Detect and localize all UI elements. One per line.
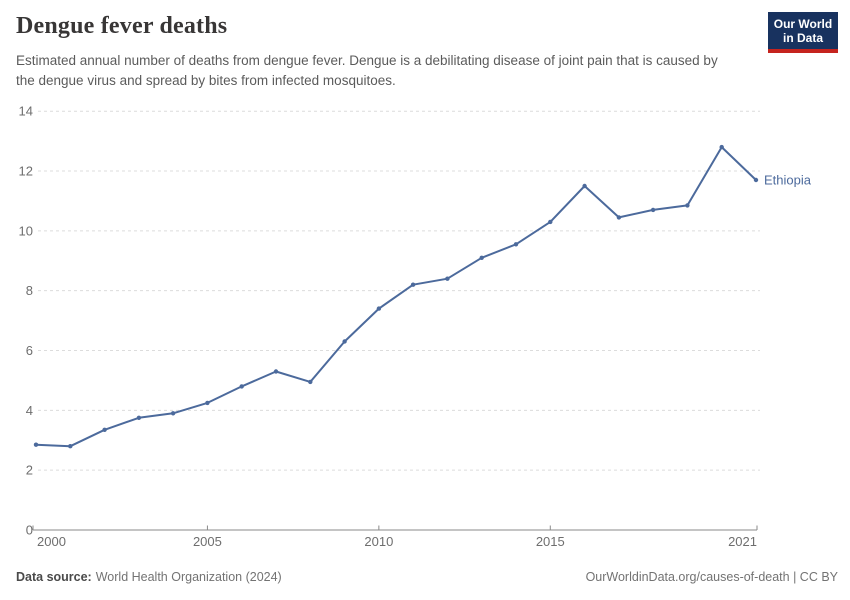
owid-logo-line1: Our World xyxy=(773,17,833,31)
svg-text:2: 2 xyxy=(26,463,33,478)
page-title: Dengue fever deaths xyxy=(16,13,228,39)
svg-text:12: 12 xyxy=(19,164,33,179)
x-axis-labels: 2000 2005 2010 2015 2021 xyxy=(37,534,757,549)
svg-text:10: 10 xyxy=(19,223,33,238)
svg-text:6: 6 xyxy=(26,343,33,358)
svg-text:2000: 2000 xyxy=(37,534,66,549)
data-line-ethiopia xyxy=(35,146,757,448)
svg-text:0: 0 xyxy=(26,523,33,538)
chart-subtitle: Estimated annual number of deaths from d… xyxy=(16,53,718,88)
svg-text:2015: 2015 xyxy=(536,534,565,549)
y-gridlines xyxy=(38,110,760,471)
owid-logo-line2: in Data xyxy=(782,31,823,45)
data-source-label: Data source: xyxy=(16,570,92,584)
entity-label: Ethiopia xyxy=(764,173,812,188)
owid-logo-red-strip xyxy=(768,49,838,53)
owid-logo-box: Our World in Data xyxy=(768,12,838,49)
owid-logo: Our World in Data xyxy=(768,12,838,53)
data-points-ethiopia xyxy=(33,144,759,449)
attribution: OurWorldinData.org/causes-of-death | CC … xyxy=(585,570,838,584)
svg-text:8: 8 xyxy=(26,283,33,298)
x-axis xyxy=(32,525,758,531)
svg-text:2010: 2010 xyxy=(364,534,393,549)
chart-footer: Data source: World Health Organization (2… xyxy=(16,570,838,584)
data-source-value: World Health Organization (2024) xyxy=(95,570,282,584)
svg-text:4: 4 xyxy=(26,403,33,418)
data-source: Data source: World Health Organization (2… xyxy=(16,570,282,584)
svg-text:2005: 2005 xyxy=(193,534,222,549)
svg-text:2021: 2021 xyxy=(728,534,757,549)
svg-text:14: 14 xyxy=(19,104,33,119)
y-axis-labels: 0 2 4 6 8 10 12 14 xyxy=(19,104,33,538)
